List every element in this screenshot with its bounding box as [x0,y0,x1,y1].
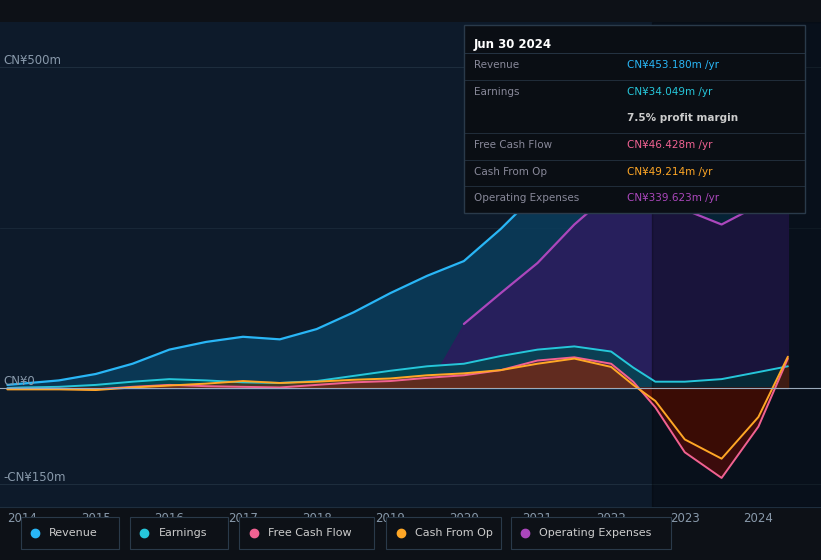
Text: Cash From Op: Cash From Op [415,529,493,538]
FancyBboxPatch shape [21,517,119,549]
Text: Cash From Op: Cash From Op [474,167,547,176]
Text: -CN¥150m: -CN¥150m [3,472,67,484]
Text: CN¥0: CN¥0 [3,375,35,388]
Bar [652,22,821,507]
Text: Operating Expenses: Operating Expenses [539,529,652,538]
FancyBboxPatch shape [386,517,501,549]
Text: 7.5% profit margin: 7.5% profit margin [627,114,739,123]
Text: Revenue: Revenue [474,60,519,71]
Text: CN¥453.180m /yr: CN¥453.180m /yr [627,60,719,71]
FancyBboxPatch shape [464,25,805,213]
Text: Free Cash Flow: Free Cash Flow [268,529,351,538]
Text: Free Cash Flow: Free Cash Flow [474,140,553,150]
Text: CN¥34.049m /yr: CN¥34.049m /yr [627,87,713,97]
Text: Earnings: Earnings [474,87,520,97]
Text: CN¥46.428m /yr: CN¥46.428m /yr [627,140,713,150]
FancyBboxPatch shape [511,517,671,549]
Text: Earnings: Earnings [158,529,207,538]
Text: Revenue: Revenue [49,529,98,538]
FancyBboxPatch shape [239,517,374,549]
Text: CN¥339.623m /yr: CN¥339.623m /yr [627,193,719,203]
Text: Jun 30 2024: Jun 30 2024 [474,38,553,52]
Text: Operating Expenses: Operating Expenses [474,193,580,203]
Text: CN¥49.214m /yr: CN¥49.214m /yr [627,167,713,176]
Text: CN¥500m: CN¥500m [3,54,62,67]
FancyBboxPatch shape [130,517,228,549]
